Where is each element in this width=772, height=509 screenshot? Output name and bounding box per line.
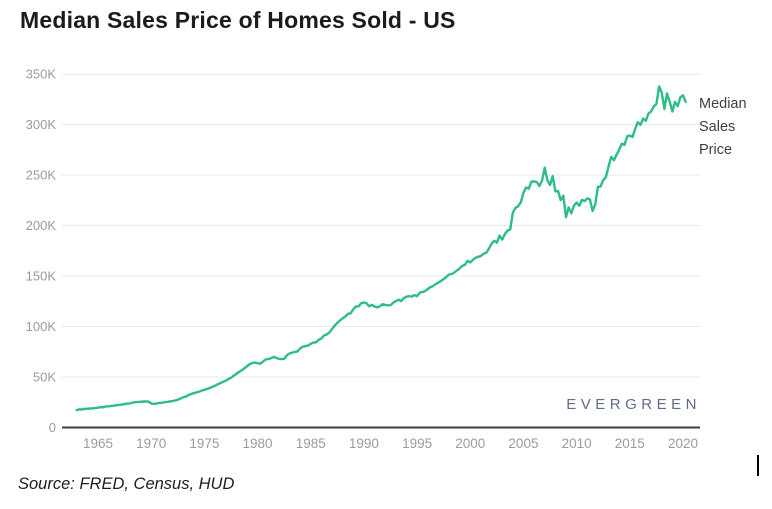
x-tick-label: 2020 [668, 436, 698, 451]
y-tick-label: 50K [33, 370, 56, 385]
x-tick-label: 1985 [296, 436, 326, 451]
x-tick-label: 1995 [402, 436, 432, 451]
y-tick-label: 100K [26, 319, 57, 334]
text-cursor-artifact [757, 455, 759, 476]
x-tick-label: 2015 [615, 436, 645, 451]
legend-line-2: Sales [699, 118, 736, 135]
series-legend: Median Sales Price [699, 93, 747, 162]
y-tick-label: 150K [26, 269, 57, 284]
y-tick-label: 200K [26, 218, 57, 233]
legend-line-3: Price [699, 141, 733, 158]
x-tick-label: 1965 [83, 436, 113, 451]
x-tick-label: 2000 [455, 436, 485, 451]
x-tick-label: 2010 [562, 436, 592, 451]
chart-title: Median Sales Price of Homes Sold - US [20, 7, 456, 33]
x-tick-label: 1970 [136, 436, 166, 451]
x-tick-label: 1980 [243, 436, 273, 451]
x-tick-label: 1975 [189, 436, 219, 451]
y-tick-label: 250K [26, 168, 57, 183]
x-tick-label: 1990 [349, 436, 379, 451]
legend-line-1: Median [699, 96, 747, 112]
y-tick-label: 350K [26, 67, 57, 82]
price-line [75, 85, 687, 412]
source-note: Source: FRED, Census, HUD [18, 475, 235, 493]
evergreen-watermark: EVERGREEN [566, 396, 701, 413]
y-tick-label: 0 [49, 420, 56, 435]
y-tick-label: 300K [26, 117, 57, 132]
x-tick-label: 2005 [508, 436, 538, 451]
